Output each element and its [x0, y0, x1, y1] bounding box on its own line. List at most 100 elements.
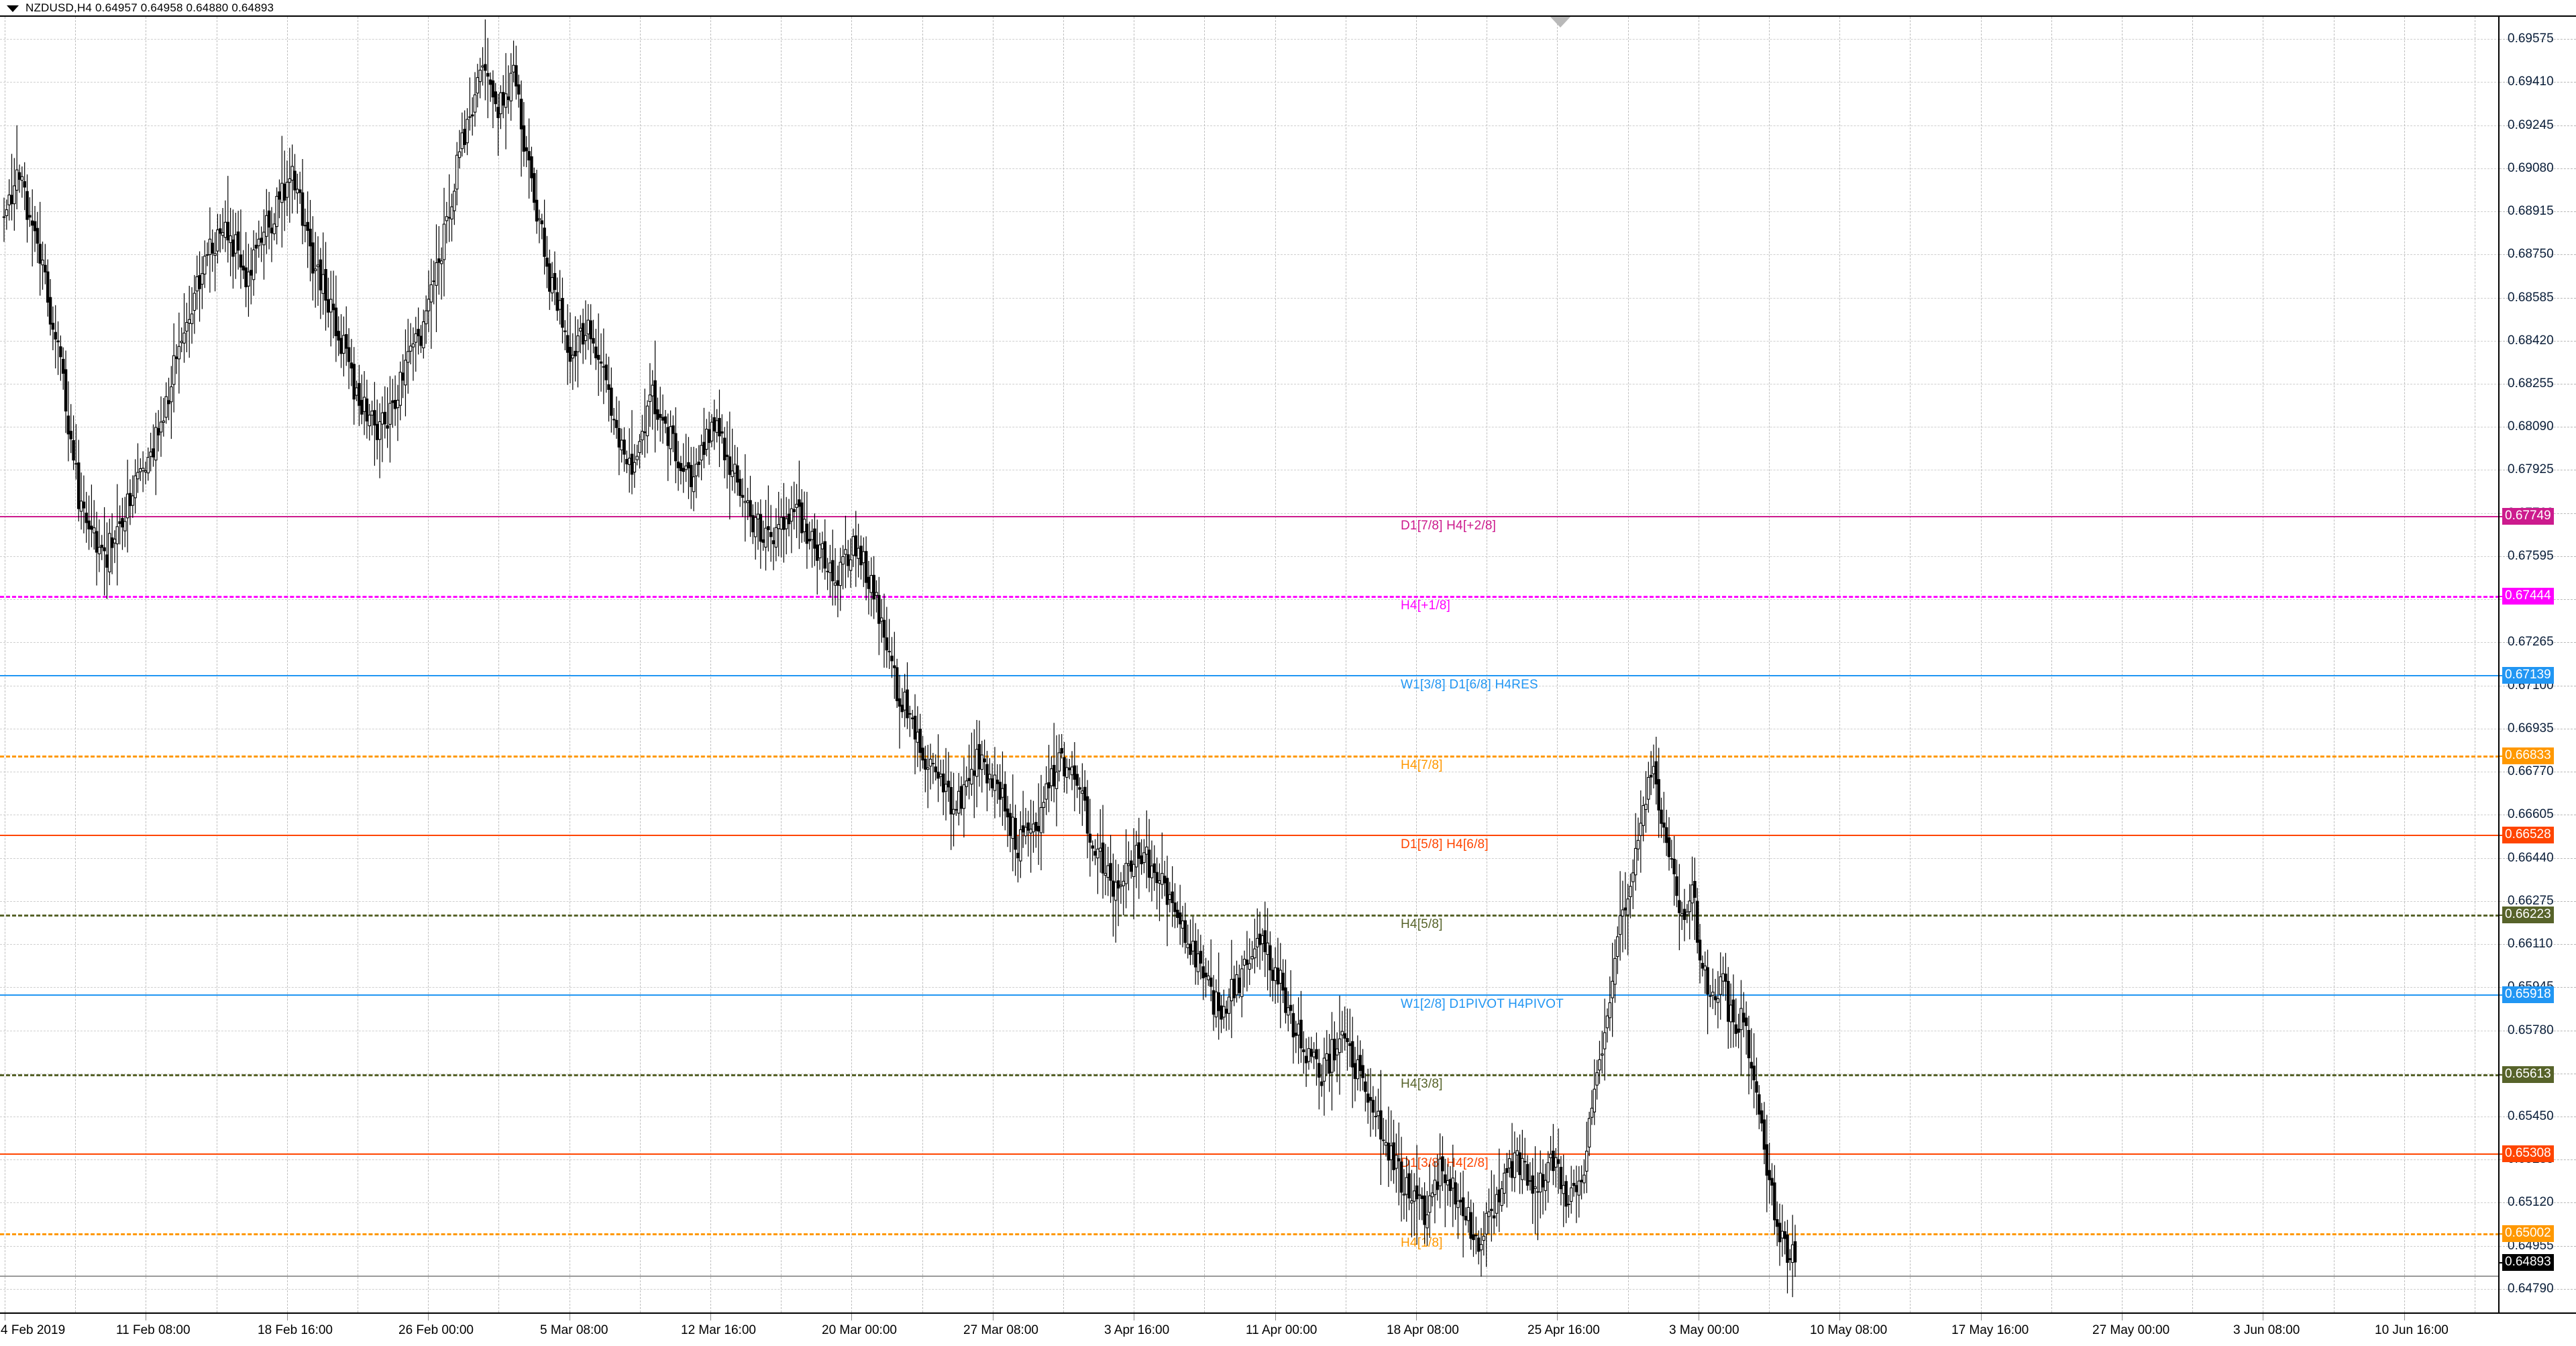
- price-tick-label: 0.68915: [2508, 204, 2554, 218]
- gridline-horizontal: [0, 858, 2500, 859]
- price-tick: [2500, 1202, 2576, 1203]
- price-badge: 0.66528: [2502, 827, 2554, 843]
- time-tick: [428, 1314, 429, 1321]
- gridline-horizontal: [0, 513, 2500, 514]
- gridline-vertical: [1275, 17, 1276, 1312]
- price-tick: [2500, 944, 2576, 945]
- gridline-horizontal: [0, 211, 2500, 212]
- gridline-horizontal: [0, 599, 2500, 600]
- price-tick-label: 0.68585: [2508, 291, 2554, 305]
- time-tick-label: 11 Feb 08:00: [116, 1323, 191, 1337]
- price-scale[interactable]: 0.69575 0.69410 0.69245 0.69080 0.68915 0.687…: [2500, 17, 2576, 1312]
- price-tick-label: 0.68090: [2508, 419, 2554, 433]
- gridline-vertical: [2051, 17, 2052, 1312]
- time-tick: [851, 1314, 852, 1321]
- time-tick-label: 10 Jun 16:00: [2375, 1323, 2449, 1337]
- price-tick-label: 0.69080: [2508, 161, 2554, 175]
- price-tick-label: 0.66605: [2508, 807, 2554, 821]
- time-tick-label: 10 May 08:00: [1810, 1323, 1888, 1337]
- price-tick: [2500, 168, 2576, 169]
- price-badge: 0.65308: [2502, 1145, 2554, 1162]
- price-tick: [2500, 556, 2576, 557]
- gridline-horizontal: [0, 556, 2500, 557]
- gridline-vertical: [1628, 17, 1629, 1312]
- gridline-horizontal: [0, 642, 2500, 643]
- level-line-h4-1-8[interactable]: [0, 1233, 2500, 1235]
- gridline-vertical: [993, 17, 994, 1312]
- time-tick-label: 3 May 00:00: [1669, 1323, 1739, 1337]
- gridline-horizontal: [0, 125, 2500, 126]
- gridline-horizontal: [0, 341, 2500, 342]
- time-tick-label: 18 Feb 16:00: [258, 1323, 333, 1337]
- time-tick: [2404, 1314, 2405, 1321]
- level-line-d1-5-8-h4-6-8[interactable]: [0, 835, 2500, 836]
- gridline-vertical: [428, 17, 429, 1312]
- gridline-vertical: [1063, 17, 1064, 1312]
- time-scale[interactable]: 4 Feb 2019 11 Feb 08:00 18 Feb 16:00 26 Feb…: [0, 1312, 2576, 1346]
- gridline-horizontal: [0, 987, 2500, 988]
- gridline-horizontal: [0, 168, 2500, 169]
- level-line-h4-7-8[interactable]: [0, 756, 2500, 758]
- gridline-vertical: [851, 17, 852, 1312]
- time-tick-label: 4 Feb 2019: [1, 1323, 66, 1337]
- price-tick-label: 0.67595: [2508, 549, 2554, 563]
- gridline-vertical: [710, 17, 711, 1312]
- time-tick-label: 3 Apr 16:00: [1104, 1323, 1170, 1337]
- price-tick-label: 0.68420: [2508, 333, 2554, 348]
- price-tick-label: 0.66275: [2508, 894, 2554, 908]
- gridline-vertical: [1416, 17, 1417, 1312]
- chart-plot-area[interactable]: D1[7/8] H4[+2/8] H4[+1/8] W1[3/8] D1[6/8] …: [0, 17, 2500, 1312]
- gridline-vertical: [1839, 17, 1840, 1312]
- gridline-vertical: [2192, 17, 2193, 1312]
- time-tick-label: 5 Mar 08:00: [540, 1323, 608, 1337]
- level-label-h4-7-8: H4[7/8]: [1401, 758, 1443, 772]
- candlestick-series: [2, 19, 1797, 1298]
- level-label-d1-3-8-h4-2-8: D1[3/8] H4[2/8]: [1401, 1156, 1489, 1170]
- level-line-w1-3-8-d1-6-8-h4res[interactable]: [0, 675, 2500, 676]
- price-tick-label: 0.69410: [2508, 74, 2554, 89]
- time-tick: [710, 1314, 711, 1321]
- price-tick-label: 0.64955: [2508, 1239, 2554, 1253]
- price-tick-label: 0.68750: [2508, 247, 2554, 261]
- price-tick: [2500, 642, 2576, 643]
- time-tick: [1275, 1314, 1276, 1321]
- gridline-vertical: [1981, 17, 1982, 1312]
- price-tick-label: 0.69245: [2508, 118, 2554, 132]
- time-tick-label: 27 May 00:00: [2092, 1323, 2170, 1337]
- level-label-h4-1-8: H4[1/8]: [1401, 1236, 1443, 1250]
- level-label-w1-2-8-d1pivot-h4pivot: W1[2/8] D1PIVOT H4PIVOT: [1401, 997, 1564, 1011]
- time-tick-label: 17 May 16:00: [1951, 1323, 2029, 1337]
- price-badge: 0.65918: [2502, 986, 2554, 1003]
- level-line-d1-3-8-h4-2-8[interactable]: [0, 1153, 2500, 1155]
- time-tick-label: 20 Mar 00:00: [822, 1323, 897, 1337]
- price-tick: [2500, 254, 2576, 255]
- price-tick-label: 0.66935: [2508, 721, 2554, 735]
- chart-marker-icon: [1550, 17, 1571, 28]
- time-tick-label: 25 Apr 16:00: [1527, 1323, 1600, 1337]
- price-tick-label: 0.66110: [2508, 937, 2553, 951]
- gridline-vertical: [75, 17, 76, 1312]
- time-tick: [1557, 1314, 1558, 1321]
- chart-title-bar: NZDUSD,H4 0.64957 0.64958 0.64880 0.6489…: [0, 0, 2576, 17]
- price-badge: 0.65002: [2502, 1225, 2554, 1242]
- level-line-w1-2-8-d1pivot-h4pivot[interactable]: [0, 994, 2500, 996]
- triangle-down-icon[interactable]: [7, 5, 19, 12]
- price-tick-label: 0.64790: [2508, 1282, 2554, 1296]
- level-line-h4-plus-1-8[interactable]: [0, 596, 2500, 598]
- level-line-d1-7-8-h4-plus-2-8[interactable]: [0, 516, 2500, 517]
- price-tick: [2500, 298, 2576, 299]
- gridline-vertical: [1910, 17, 1911, 1312]
- gridline-horizontal: [0, 1159, 2500, 1160]
- level-label-d1-5-8-h4-6-8: D1[5/8] H4[6/8]: [1401, 837, 1489, 851]
- level-line-h4-5-8[interactable]: [0, 915, 2500, 917]
- level-label-d1-7-8-h4-plus-2-8: D1[7/8] H4[+2/8]: [1401, 519, 1497, 533]
- gridline-horizontal: [0, 901, 2500, 902]
- level-line-h4-3-8[interactable]: [0, 1074, 2500, 1076]
- price-tick: [2500, 341, 2576, 342]
- time-tick: [1416, 1314, 1417, 1321]
- gridline-vertical: [287, 17, 288, 1312]
- price-tick-label: 0.65780: [2508, 1023, 2554, 1037]
- price-badge: 0.66833: [2502, 747, 2554, 764]
- price-tick-label: 0.68255: [2508, 376, 2554, 391]
- symbol-ohlc-label: NZDUSD,H4 0.64957 0.64958 0.64880 0.6489…: [25, 1, 274, 14]
